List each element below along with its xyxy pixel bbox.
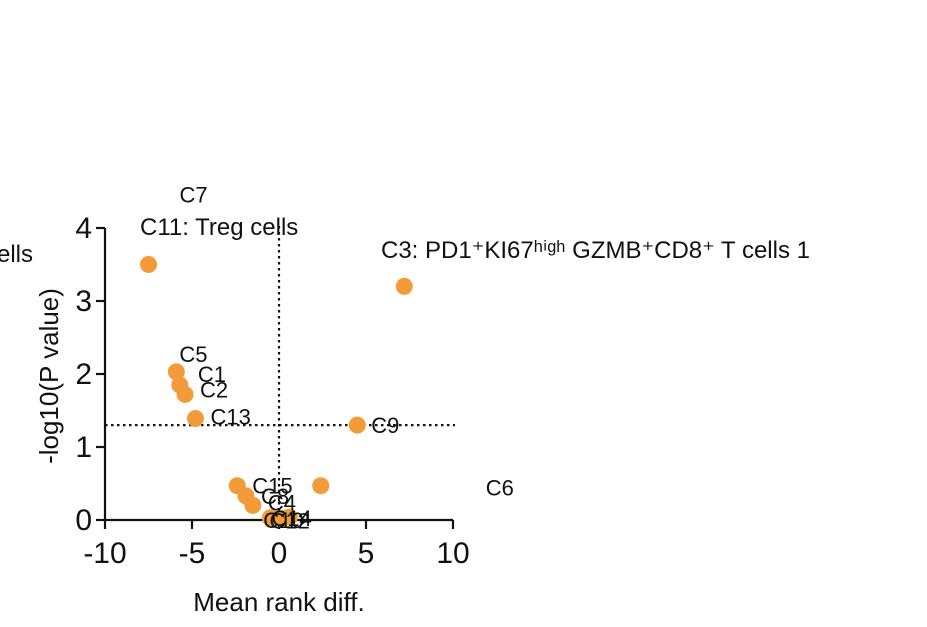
data-points [140,256,413,528]
y-tick-label: 4 [75,212,92,245]
tick-labels: -10 -5 0 5 10 0 1 2 3 4 [75,212,469,570]
y-tick-label: 1 [75,431,92,464]
point-label: C6 [486,476,514,501]
point-label: C12 [269,509,309,534]
data-point [261,509,279,527]
x-tick-label: 0 [271,537,288,570]
data-point [167,363,185,381]
annotation-text: ells [0,241,33,268]
point-label: C7 [180,183,208,208]
point-label: C15 [252,474,292,499]
x-axis-title: Mean rank diff. [193,587,365,617]
point-label: C10 [263,508,303,533]
x-tick-label: 10 [436,537,469,570]
point-label: C14 [271,506,311,531]
data-point [348,416,366,434]
y-tick-label: 3 [75,285,92,318]
annotation-text: C11: Treg cells [140,214,298,241]
data-point [244,496,262,514]
point-label: C1 [198,362,226,387]
y-axis-title: -log10(P value) [34,288,64,464]
data-point [176,385,194,403]
annotations: C11: Treg cells ells C3: PD1⁺KI67ʰⁱᵍʰ GZMB… [0,214,810,268]
point-label: C13 [210,405,250,430]
x-tick-label: 5 [358,537,375,570]
annotation-text: C3: PD1⁺KI67ʰⁱᵍʰ GZMB⁺CD8⁺ T cells 1 [381,237,810,264]
data-point [140,256,157,273]
point-label: C9 [371,413,399,438]
threshold-lines [105,226,455,520]
data-point [280,508,298,526]
data-point [312,477,330,495]
data-point [186,410,204,428]
y-tick-label: 2 [75,358,92,391]
x-tick-label: -5 [179,537,206,570]
point-label: C5 [179,342,207,367]
data-point [395,277,413,295]
point-label: C2 [200,377,228,402]
axis-titles: Mean rank diff. -log10(P value) [34,288,365,617]
point-label: C4 [268,490,296,515]
point-label: C8 [261,484,289,509]
y-tick-label: 0 [75,504,92,537]
x-tick-label: -10 [83,537,126,570]
